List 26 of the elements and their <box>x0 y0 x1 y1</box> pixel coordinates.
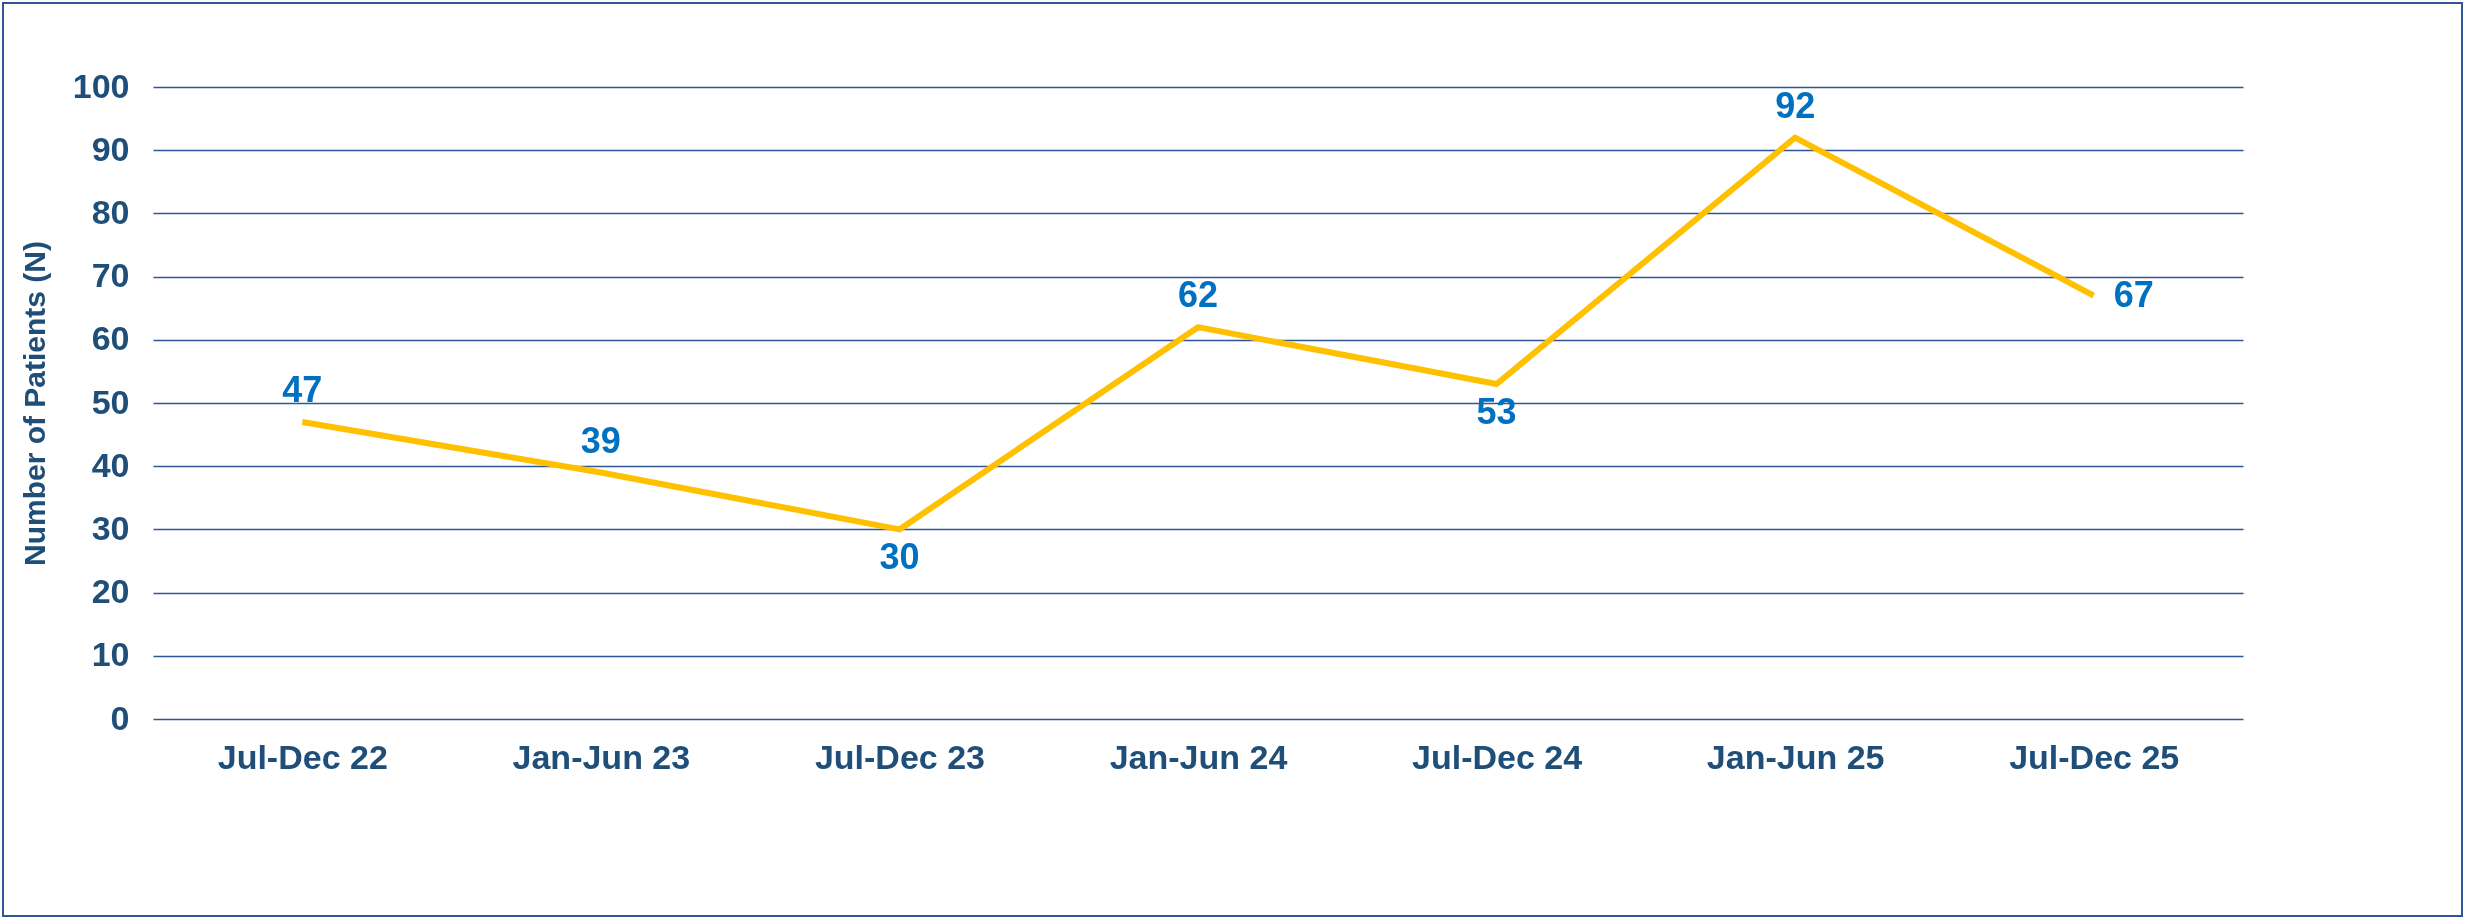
x-tick-label: Jul-Dec 22 <box>217 737 388 776</box>
x-tick-label: Jan-Jun 24 <box>1109 737 1288 776</box>
data-label: 62 <box>1177 274 1219 316</box>
y-tick-label: 100 <box>72 66 130 105</box>
y-tick-label: 80 <box>91 192 130 231</box>
x-tick-label: Jul-Dec 23 <box>814 737 985 776</box>
data-label: 47 <box>282 368 323 410</box>
y-tick-label: 30 <box>91 508 130 547</box>
y-tick-label: 50 <box>91 382 130 421</box>
x-tick-label: Jan-Jun 25 <box>1706 737 1885 776</box>
y-tick-label: 60 <box>91 319 130 358</box>
x-tick-label: Jul-Dec 24 <box>1412 737 1583 776</box>
y-tick-label: 20 <box>91 572 130 611</box>
data-label: 92 <box>1775 84 1816 126</box>
x-tick-label: Jan-Jun 23 <box>512 737 691 776</box>
y-tick-label: 70 <box>91 256 130 295</box>
y-tick-label: 10 <box>91 635 130 674</box>
data-label: 67 <box>2113 273 2154 315</box>
y-tick-label: 0 <box>110 698 130 737</box>
data-label: 53 <box>1476 391 1517 433</box>
y-tick-label: 90 <box>91 129 130 168</box>
data-label: 39 <box>580 419 621 461</box>
data-label: 30 <box>879 536 920 578</box>
y-tick-label: 40 <box>91 445 130 484</box>
x-tick-label: Jul-Dec 25 <box>2009 737 2180 776</box>
y-axis-title: Number of Patients (N) <box>17 240 51 567</box>
